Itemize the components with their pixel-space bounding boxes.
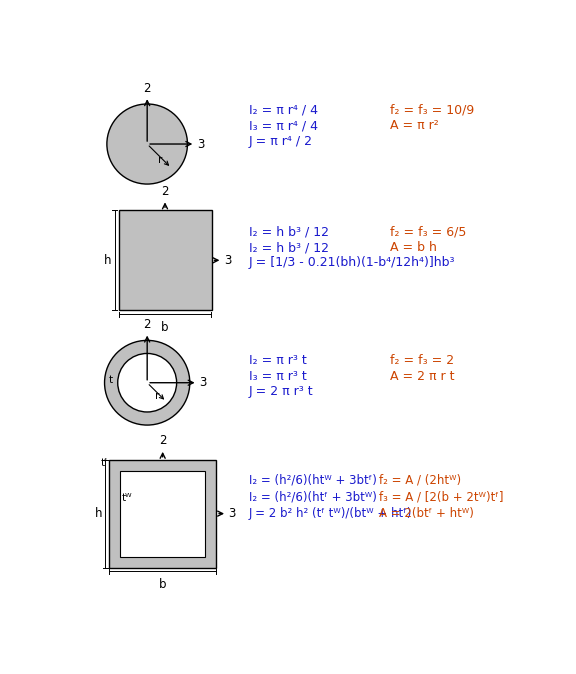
Text: J = 2 π r³ t: J = 2 π r³ t	[249, 385, 313, 398]
Text: I₂ = h b³ / 12: I₂ = h b³ / 12	[249, 226, 329, 239]
Text: t: t	[109, 375, 113, 385]
Text: 2: 2	[143, 82, 151, 95]
Text: f₃ = A / [2(b + 2tᵂ)tᶠ]: f₃ = A / [2(b + 2tᵂ)tᶠ]	[379, 491, 503, 503]
Text: J = [1/3 - 0.21(bh)(1-b⁴/12h⁴)]hb³: J = [1/3 - 0.21(bh)(1-b⁴/12h⁴)]hb³	[249, 256, 455, 270]
Text: b: b	[159, 578, 166, 591]
Text: A = b h: A = b h	[390, 241, 437, 254]
Circle shape	[105, 340, 190, 425]
Text: A = 2 π r t: A = 2 π r t	[390, 369, 454, 383]
Circle shape	[118, 353, 177, 412]
Text: A = 2(btᶠ + htᵂ): A = 2(btᶠ + htᵂ)	[379, 508, 474, 520]
Bar	[120, 470, 205, 557]
Text: I₃ = π r⁴ / 4: I₃ = π r⁴ / 4	[249, 119, 318, 132]
Text: J = π r⁴ / 2: J = π r⁴ / 2	[249, 135, 313, 148]
Text: J = 2 b² h² (tᶠ tᵂ)/(btᵂ + htᶠ): J = 2 b² h² (tᶠ tᵂ)/(btᵂ + htᶠ)	[249, 508, 412, 520]
Circle shape	[107, 104, 187, 184]
Text: f₂ = f₃ = 10/9: f₂ = f₃ = 10/9	[390, 104, 474, 117]
Text: A = π r²: A = π r²	[390, 119, 438, 132]
Text: r: r	[158, 155, 163, 165]
Text: I₂ = (h²/6)(htᶠ + 3btᵂ): I₂ = (h²/6)(htᶠ + 3btᵂ)	[249, 491, 377, 503]
Text: 2: 2	[161, 185, 169, 198]
Text: h: h	[94, 507, 102, 520]
Text: I₂ = (h²/6)(htᵂ + 3btᶠ): I₂ = (h²/6)(htᵂ + 3btᶠ)	[249, 474, 377, 487]
Text: f₂ = A / (2htᵂ): f₂ = A / (2htᵂ)	[379, 474, 461, 487]
Text: I₂ = π r⁴ / 4: I₂ = π r⁴ / 4	[249, 104, 318, 117]
Text: 3: 3	[229, 507, 236, 520]
Bar	[109, 460, 216, 568]
Text: I₂ = h b³ / 12: I₂ = h b³ / 12	[249, 241, 329, 254]
Text: tᶠ: tᶠ	[100, 458, 108, 468]
Text: 3: 3	[197, 137, 204, 150]
Text: I₃ = π r³ t: I₃ = π r³ t	[249, 369, 306, 383]
Text: 2: 2	[159, 435, 166, 448]
Text: 3: 3	[224, 254, 232, 267]
Text: 3: 3	[199, 376, 206, 389]
Text: h: h	[104, 254, 111, 267]
Text: f₂ = f₃ = 6/5: f₂ = f₃ = 6/5	[390, 226, 466, 239]
Text: r: r	[156, 391, 160, 401]
Text: b: b	[161, 321, 169, 334]
Text: 2: 2	[143, 318, 151, 331]
Text: I₂ = π r³ t: I₂ = π r³ t	[249, 355, 306, 367]
Text: f₂ = f₃ = 2: f₂ = f₃ = 2	[390, 355, 454, 367]
Bar	[119, 210, 211, 310]
Text: tᵂ: tᵂ	[122, 493, 132, 503]
